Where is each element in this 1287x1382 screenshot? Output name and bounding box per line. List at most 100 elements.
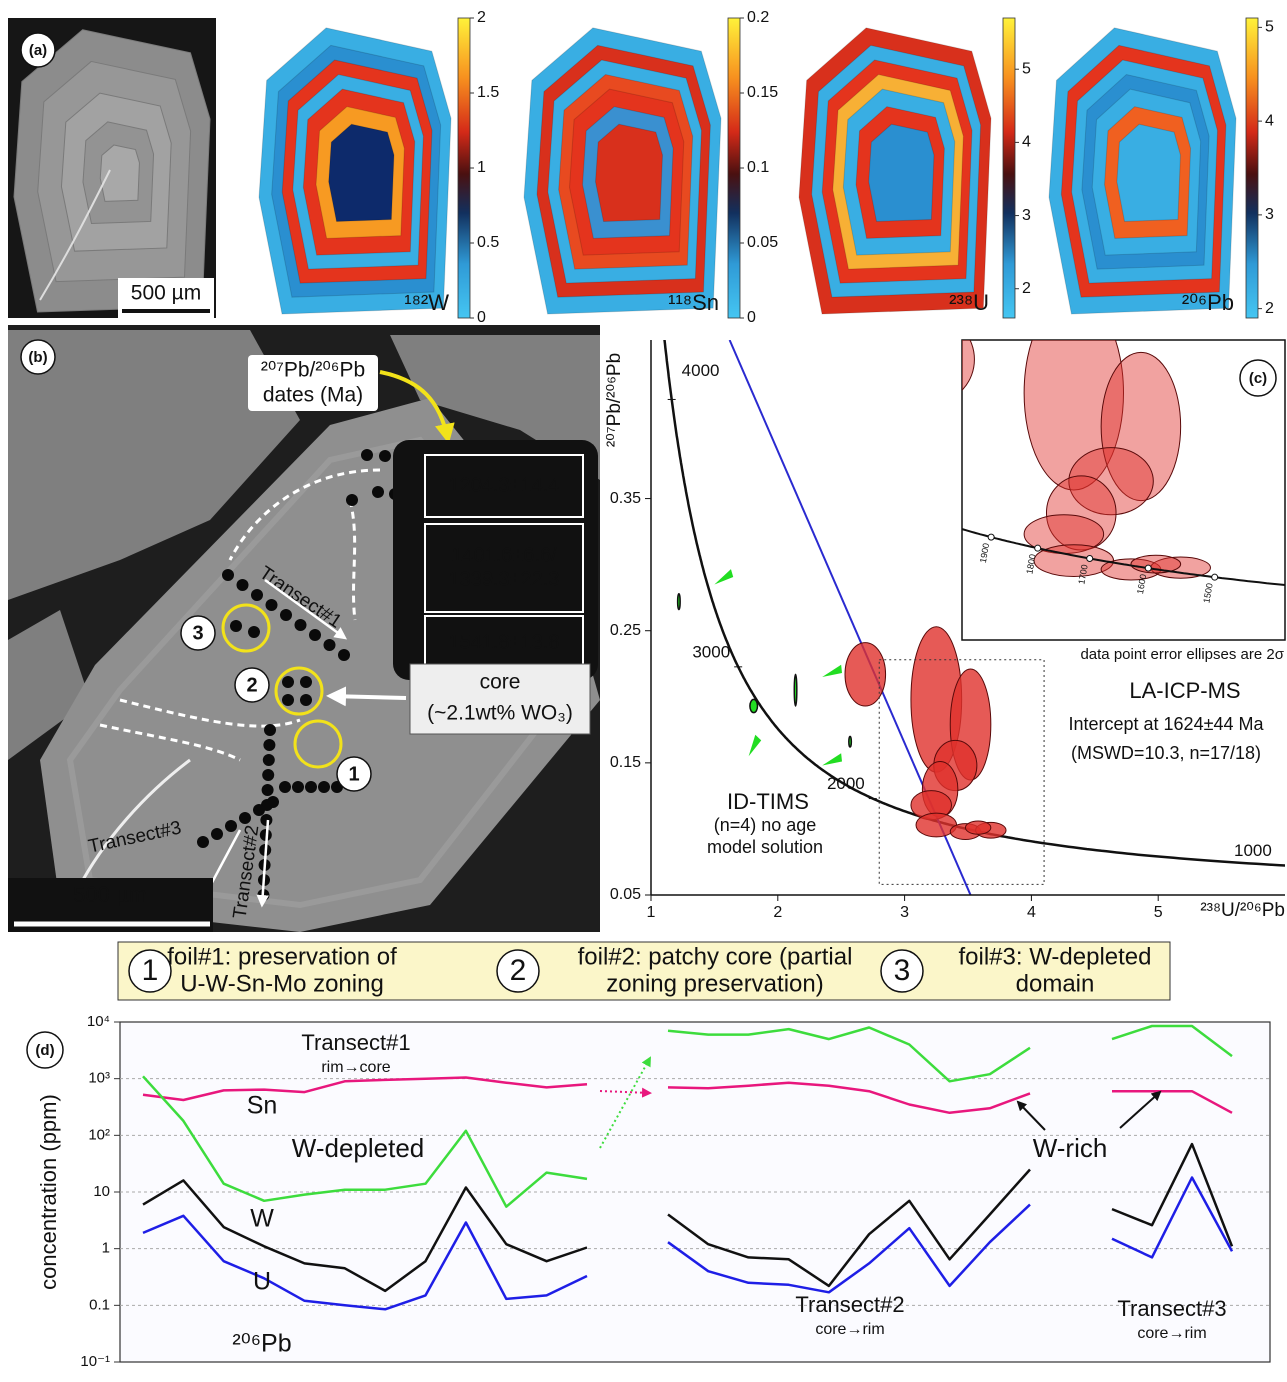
transect-direction: core→rim — [815, 1321, 884, 1338]
legend-text: foil#2: patchy core (partial — [578, 943, 853, 970]
legend-text: domain — [1016, 970, 1095, 997]
intercept-label: Intercept at 1624±44 Ma — [1068, 714, 1264, 734]
colorbar-tick-label: 5 — [1022, 60, 1031, 77]
concordia-age-label: 4000 — [682, 361, 720, 380]
colorbar-tick-label: 5 — [1265, 19, 1274, 36]
badge-label: (a) — [29, 42, 47, 59]
laser-spot — [251, 589, 263, 601]
y-tick-label: 1 — [102, 1240, 110, 1257]
colorbar-tick-label: 3 — [1022, 207, 1031, 224]
colorbar-tick-label: 0 — [747, 309, 756, 326]
laser-spot — [262, 769, 274, 781]
laser-spot — [263, 754, 275, 766]
date-value: 1204.3±14.4 — [448, 474, 559, 496]
tims-ellipse — [794, 674, 797, 706]
y-tick-label: 10² — [88, 1126, 110, 1143]
colorbar — [1246, 18, 1258, 318]
colorbar-tick-label: 4 — [1265, 112, 1274, 129]
colorbar-tick-label: 0 — [477, 309, 486, 326]
date-value: 1401.6±6.6/ — [451, 544, 557, 566]
x-tick-label: 5 — [1154, 904, 1163, 921]
laser-spot — [324, 639, 336, 651]
x-tick-label: 4 — [1027, 904, 1036, 921]
laser-spot — [239, 812, 251, 824]
inset-ellipse — [895, 317, 975, 402]
annotation: W-rich — [1033, 1133, 1108, 1163]
laser-spot — [279, 781, 291, 793]
tims-pointer — [712, 569, 735, 587]
inset-note: data point error ellipses are 2σ — [1080, 646, 1284, 663]
colorbar-tick-label: 2 — [1265, 300, 1274, 317]
transect-title: Transect#3 — [1117, 1296, 1226, 1321]
x-tick-label: 3 — [900, 904, 909, 921]
x-tick-label: 1 — [647, 904, 656, 921]
core-arrow — [330, 696, 406, 698]
y-tick-label: 0.35 — [610, 490, 641, 507]
laser-spot — [346, 494, 358, 506]
y-tick-label: 0.15 — [610, 754, 641, 771]
colorbar-tick-label: 1 — [477, 159, 486, 176]
core-label: (~2.1wt% WO₃) — [427, 702, 573, 725]
scale-bar-label: 500 µm — [131, 282, 201, 305]
figure: (a)500 µm¹⁸²W00.511.52¹¹⁸Sn00.050.10.150… — [0, 0, 1287, 1382]
transect-title: Transect#2 — [795, 1292, 904, 1317]
series-label: ID-TIMS — [727, 789, 809, 814]
y-axis-label: ²⁰⁷Pb/²⁰⁶Pb — [604, 353, 625, 447]
map-isotope: ¹⁸²W — [404, 290, 449, 315]
laser-spot — [300, 676, 312, 688]
laser-spot — [300, 694, 312, 706]
badge-label: (d) — [35, 1042, 54, 1059]
laser-spot — [262, 784, 274, 796]
map-zone — [1117, 124, 1181, 221]
inset-age-dot — [1212, 574, 1218, 580]
badge-label: 2 — [246, 674, 257, 696]
laser-spot — [237, 579, 249, 591]
colorbar-tick-label: 4 — [1022, 134, 1031, 151]
x-axis-label: ²³⁸U/²⁰⁶Pb — [1200, 900, 1285, 921]
laser-spot — [309, 629, 321, 641]
stats-label: (MSWD=10.3, n=17/18) — [1071, 743, 1261, 763]
laser-spot — [379, 450, 391, 462]
laser-spot — [338, 649, 350, 661]
error-ellipse — [965, 821, 990, 834]
y-tick-label: 0.05 — [610, 886, 641, 903]
series-label: W — [250, 1205, 274, 1233]
colorbar-tick-label: 3 — [1265, 206, 1274, 223]
dates-title: ²⁰⁷Pb/²⁰⁶Pb — [261, 359, 365, 382]
y-tick-label: 10 — [93, 1183, 110, 1200]
concordia-age-label: 1000 — [1234, 841, 1272, 860]
colorbar — [458, 18, 470, 318]
colorbar-tick-label: 2 — [477, 9, 486, 26]
map-zone — [596, 124, 663, 221]
badge-label: (c) — [1249, 370, 1267, 387]
laser-spot — [267, 796, 279, 808]
colorbar-tick-label: 0.5 — [477, 234, 499, 251]
x-tick-label: 2 — [773, 904, 782, 921]
laser-spot — [305, 781, 317, 793]
core-label: core — [480, 671, 521, 694]
concordia-age-label: 2000 — [827, 774, 865, 793]
y-tick-label: 10⁴ — [87, 1013, 110, 1030]
laser-spot — [248, 626, 260, 638]
laser-spot — [230, 620, 242, 632]
map-isotope: ²⁰⁶Pb — [1182, 290, 1234, 315]
legend-text: U-W-Sn-Mo zoning — [180, 970, 384, 997]
legend-text: zoning preservation) — [606, 970, 823, 997]
tims-ellipse — [849, 736, 852, 747]
colorbar-tick-label: 1.5 — [477, 84, 499, 101]
y-tick-label: 10⁻¹ — [80, 1353, 110, 1370]
laser-spot — [280, 609, 292, 621]
laser-spot — [263, 739, 275, 751]
y-axis-label: concentration (ppm) — [36, 1094, 61, 1290]
colorbar-tick-label: 0.15 — [747, 84, 778, 101]
transect-direction: rim→core — [321, 1059, 390, 1076]
laser-spot — [282, 676, 294, 688]
badge-label: 3 — [192, 622, 203, 644]
tims-note: model solution — [707, 837, 823, 857]
y-tick-label: 0.1 — [89, 1296, 110, 1313]
legend-text: foil#3: W-depleted — [958, 943, 1151, 970]
plot-box — [120, 1022, 1270, 1362]
laser-spot — [197, 836, 209, 848]
laser-spot — [282, 694, 294, 706]
laser-spot — [253, 804, 265, 816]
